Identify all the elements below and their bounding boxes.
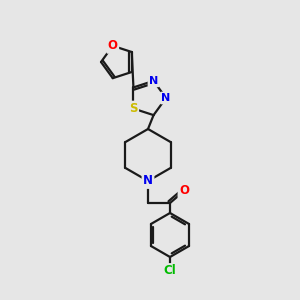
Text: S: S <box>129 102 138 115</box>
Text: N: N <box>161 93 171 103</box>
Text: Cl: Cl <box>164 265 176 278</box>
Text: O: O <box>179 184 189 197</box>
Text: N: N <box>143 175 153 188</box>
Text: N: N <box>149 76 158 86</box>
Text: O: O <box>108 39 118 52</box>
